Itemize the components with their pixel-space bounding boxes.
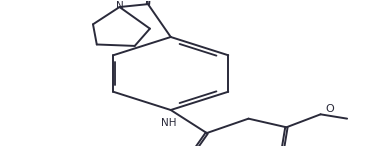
Text: NH: NH — [161, 118, 176, 128]
Text: O: O — [325, 104, 334, 114]
Text: N: N — [116, 1, 123, 11]
